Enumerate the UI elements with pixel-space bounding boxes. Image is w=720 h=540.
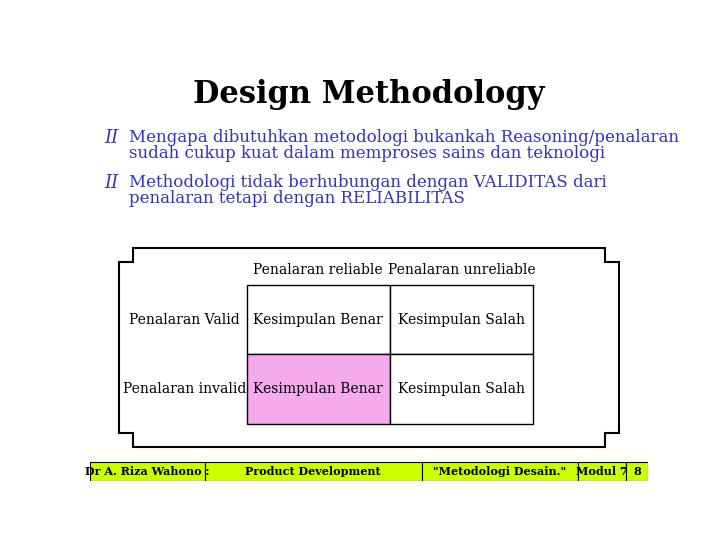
Text: II: II [104, 129, 118, 147]
Text: Kesimpulan Salah: Kesimpulan Salah [398, 382, 525, 396]
Text: Kesimpulan Salah: Kesimpulan Salah [398, 313, 525, 327]
Bar [90, 462, 204, 481]
Bar [204, 462, 422, 481]
Text: penalaran tetapi dengan RELIABILITAS: penalaran tetapi dengan RELIABILITAS [129, 190, 464, 206]
Text: Product Development: Product Development [246, 466, 381, 477]
Bar [422, 462, 578, 481]
Text: Mengapa dibutuhkan metodologi bukankah Reasoning/penalaran: Mengapa dibutuhkan metodologi bukankah R… [129, 130, 679, 146]
Bar [390, 285, 534, 354]
Text: Penalaran reliable: Penalaran reliable [253, 264, 383, 278]
Bar [390, 354, 534, 423]
Bar [578, 462, 626, 481]
Text: Kesimpulan Benar: Kesimpulan Benar [253, 382, 383, 396]
Text: Methodologi tidak berhubungan dengan VALIDITAS dari: Methodologi tidak berhubungan dengan VAL… [129, 174, 606, 191]
Text: Penalaran invalid: Penalaran invalid [123, 382, 246, 396]
Text: Modul 7: Modul 7 [577, 466, 628, 477]
Text: Penalaran Valid: Penalaran Valid [129, 313, 240, 327]
Text: Kesimpulan Benar: Kesimpulan Benar [253, 313, 383, 327]
Text: Design Methodology: Design Methodology [193, 78, 545, 110]
Bar [626, 462, 648, 481]
Text: "Metodologi Desain.": "Metodologi Desain." [433, 466, 567, 477]
Bar [246, 354, 390, 423]
Text: Dr A. Riza Wahono :: Dr A. Riza Wahono : [85, 466, 210, 477]
Text: Penalaran unreliable: Penalaran unreliable [388, 264, 536, 278]
Text: sudah cukup kuat dalam memproses sains dan teknologi: sudah cukup kuat dalam memproses sains d… [129, 145, 605, 162]
Text: II: II [104, 174, 118, 192]
Bar [246, 285, 390, 354]
Text: 8: 8 [634, 466, 641, 477]
